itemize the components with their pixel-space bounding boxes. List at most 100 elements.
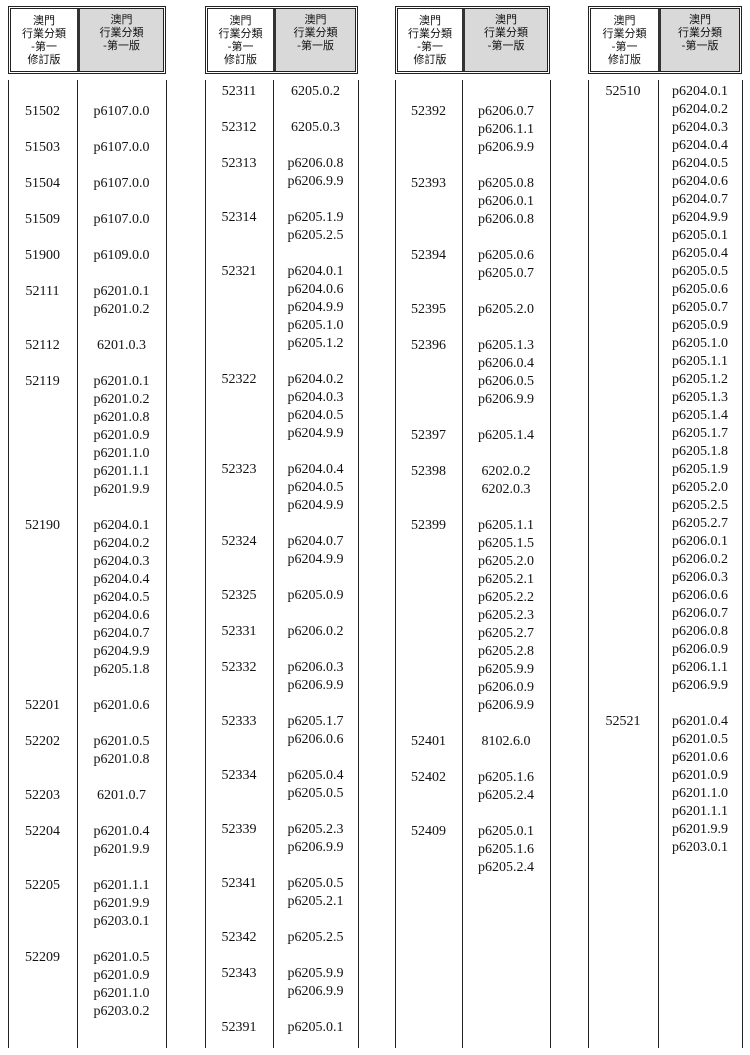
table-row: 52190 p6204.0.1 p6204.0.2 p6204.0.3 p6204.0.… — [8, 517, 166, 679]
table-row: 52334 p6205.0.4 p6205.0.5 — [205, 767, 358, 803]
header-line: 澳門 — [33, 14, 55, 27]
header-line: 修訂版 — [224, 53, 257, 66]
first-edition-code: p6205.1.3 — [672, 390, 728, 405]
first-edition-code: p6204.0.1 — [672, 84, 728, 99]
table-rule — [395, 80, 396, 1048]
header-line: 澳門 — [495, 13, 517, 26]
first-edition-code: p6206.0.2 — [287, 624, 344, 639]
first-edition-code: p6205.1.8 — [93, 662, 150, 677]
first-edition-code: p6205.0.5 — [287, 876, 344, 891]
first-edition-code: p6206.9.9 — [287, 840, 344, 855]
header-line: 澳門 — [304, 13, 327, 26]
header-line: -第一版 — [487, 39, 525, 52]
first-edition-code: p6205.0.6 — [478, 248, 534, 263]
table-rule — [742, 80, 743, 1048]
first-edition-code: p6201.0.9 — [93, 428, 150, 443]
first-edition-code: p6203.0.2 — [93, 1004, 150, 1019]
first-edition-code: p6201.0.1 — [93, 284, 150, 299]
first-edition-code: p6204.0.2 — [93, 536, 150, 551]
first-edition-code: p6201.0.1 — [93, 374, 150, 389]
header-line: 澳門 — [110, 13, 133, 26]
revised-code: 52331 — [221, 624, 257, 639]
first-edition-codes: p6205.1.3 p6206.0.4 p6206.0.5 p6206.9.9 — [462, 337, 550, 409]
header-line: 行業分類 — [484, 26, 528, 39]
first-edition-code: p6205.0.9 — [672, 318, 728, 333]
first-edition-code: p6205.2.4 — [478, 788, 534, 803]
first-edition-code: 8102.6.0 — [481, 734, 531, 749]
table-row: 52392 p6206.0.7 p6206.1.1 p6206.9.9 — [395, 103, 550, 157]
revised-code: 52343 — [221, 966, 257, 981]
first-edition-code: p6205.1.1 — [478, 518, 534, 533]
first-edition-code: p6206.1.1 — [478, 122, 534, 137]
first-edition-code: p6201.9.9 — [93, 896, 150, 911]
header-line: -第一版 — [681, 39, 719, 52]
first-edition-code: p6201.0.5 — [93, 950, 150, 965]
revised-code: 52314 — [221, 210, 257, 225]
first-edition-code: p6204.0.3 — [672, 120, 728, 135]
revised-code: 52202 — [25, 734, 60, 749]
revised-code: 52510 — [605, 84, 641, 99]
first-edition-code: p6206.9.9 — [287, 678, 344, 693]
revised-code: 52312 — [221, 120, 257, 135]
first-edition-code: p6107.0.0 — [93, 212, 150, 227]
revised-code: 52112 — [25, 338, 60, 353]
first-edition-codes: 6202.0.2 6202.0.3 — [462, 463, 550, 499]
first-edition-code: p6205.2.5 — [287, 228, 344, 243]
first-edition-code: p6206.0.7 — [478, 104, 534, 119]
first-edition-code: p6206.0.8 — [478, 212, 534, 227]
revised-code: 52203 — [25, 788, 60, 803]
first-edition-codes: p6205.0.4 p6205.0.5 — [273, 767, 358, 803]
first-edition-code: p6205.9.9 — [287, 966, 344, 981]
first-edition-code: p6205.0.1 — [672, 228, 728, 243]
first-edition-code: p6204.0.7 — [93, 626, 150, 641]
header-first-edition: 澳門 行業分類 -第一版 — [465, 9, 547, 71]
first-edition-code: p6205.1.6 — [478, 842, 534, 857]
first-edition-code: 6201.0.3 — [97, 338, 146, 353]
header-line: -第一版 — [103, 39, 140, 52]
revised-code: 52334 — [221, 768, 257, 783]
revised-code: 52321 — [221, 264, 257, 279]
first-edition-code: p6204.0.6 — [93, 608, 150, 623]
first-edition-code: p6206.0.2 — [672, 552, 728, 567]
first-edition-code: p6205.1.1 — [672, 354, 728, 369]
first-edition-code: p6205.2.2 — [478, 590, 534, 605]
first-edition-code: p6107.0.0 — [93, 176, 150, 191]
first-edition-code: p6205.1.0 — [287, 318, 344, 333]
table-row: 52201 p6201.0.6 — [8, 697, 166, 715]
header-line: 行業分類 — [99, 26, 144, 39]
first-edition-codes: 6201.0.7 — [77, 787, 166, 805]
first-edition-code: p6205.0.7 — [672, 300, 728, 315]
first-edition-codes: 8102.6.0 — [462, 733, 550, 751]
header-line: -第一 — [31, 40, 57, 53]
revised-code: 52401 — [411, 734, 446, 749]
first-edition-code: p6206.0.6 — [672, 588, 728, 603]
first-edition-code: p6205.2.5 — [672, 498, 728, 513]
table-rule — [588, 80, 589, 1048]
revised-code: 52398 — [411, 464, 446, 479]
table-row: 52331 p6206.0.2 — [205, 623, 358, 641]
table-row: 52397 p6205.1.4 — [395, 427, 550, 445]
table-rule — [658, 80, 659, 1048]
first-edition-code: p6204.0.1 — [93, 518, 150, 533]
revised-code: 52396 — [411, 338, 446, 353]
first-edition-code: p6204.9.9 — [287, 426, 344, 441]
first-edition-code: p6205.1.6 — [478, 770, 534, 785]
first-edition-code: p6201.0.2 — [93, 302, 150, 317]
first-edition-code: p6204.0.1 — [287, 264, 344, 279]
table-row: 52341 p6205.0.5 p6205.2.1 — [205, 875, 358, 911]
revised-code: 52339 — [221, 822, 257, 837]
table-row: 52324 p6204.0.7 p6204.9.9 — [205, 533, 358, 569]
first-edition-codes: p6205.0.5 p6205.2.1 — [273, 875, 358, 911]
first-edition-codes: 6205.0.2 — [273, 83, 358, 101]
first-edition-code: p6204.0.3 — [287, 390, 344, 405]
first-edition-code: p6206.0.6 — [287, 732, 344, 747]
first-edition-code: p6205.0.7 — [478, 266, 534, 281]
first-edition-code: p6204.9.9 — [287, 552, 344, 567]
table-row: 52204 p6201.0.4 p6201.9.9 — [8, 823, 166, 859]
revised-code: 52395 — [411, 302, 446, 317]
first-edition-code: p6107.0.0 — [93, 140, 150, 155]
revised-code: 52521 — [605, 714, 641, 729]
first-edition-code: 6205.0.3 — [291, 120, 340, 135]
first-edition-code: p6206.1.1 — [672, 660, 728, 675]
table-rule — [358, 80, 359, 1048]
